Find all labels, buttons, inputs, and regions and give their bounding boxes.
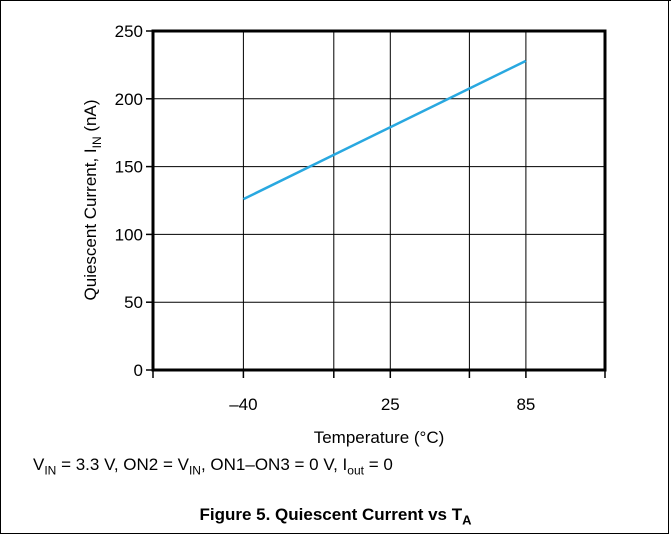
test-conditions: VIN = 3.3 V, ON2 = VIN, ON1–ON3 = 0 V, I… [33, 455, 393, 478]
y-axis-ticks: 0 50 100 150 200 250 [115, 22, 153, 380]
x-tick-label: 85 [516, 395, 535, 414]
y-tick-label: 150 [115, 158, 143, 177]
y-tick-label: 100 [115, 225, 143, 244]
y-tick-label: 250 [115, 22, 143, 41]
series-line [242, 59, 527, 201]
y-tick-label: 200 [115, 90, 143, 109]
quiescent-current-chart: 0 50 100 150 200 250 –40 25 85 Temperature (°C)… [81, 22, 607, 447]
y-tick-label: 50 [124, 293, 143, 312]
x-tick-label: 25 [381, 395, 400, 414]
y-axis-label: Quiescent Current, IIN (nA) [81, 100, 104, 301]
x-axis-ticks: –40 25 85 [152, 370, 606, 414]
y-tick-label: 0 [134, 361, 143, 380]
x-axis-label: Temperature (°C) [314, 428, 445, 447]
figure-caption: Figure 5. Quiescent Current vs TA [199, 505, 472, 528]
grid-lines [153, 31, 605, 370]
top-border [0, 0, 671, 1]
x-tick-label: –40 [229, 395, 257, 414]
plot-frame [151, 29, 607, 372]
